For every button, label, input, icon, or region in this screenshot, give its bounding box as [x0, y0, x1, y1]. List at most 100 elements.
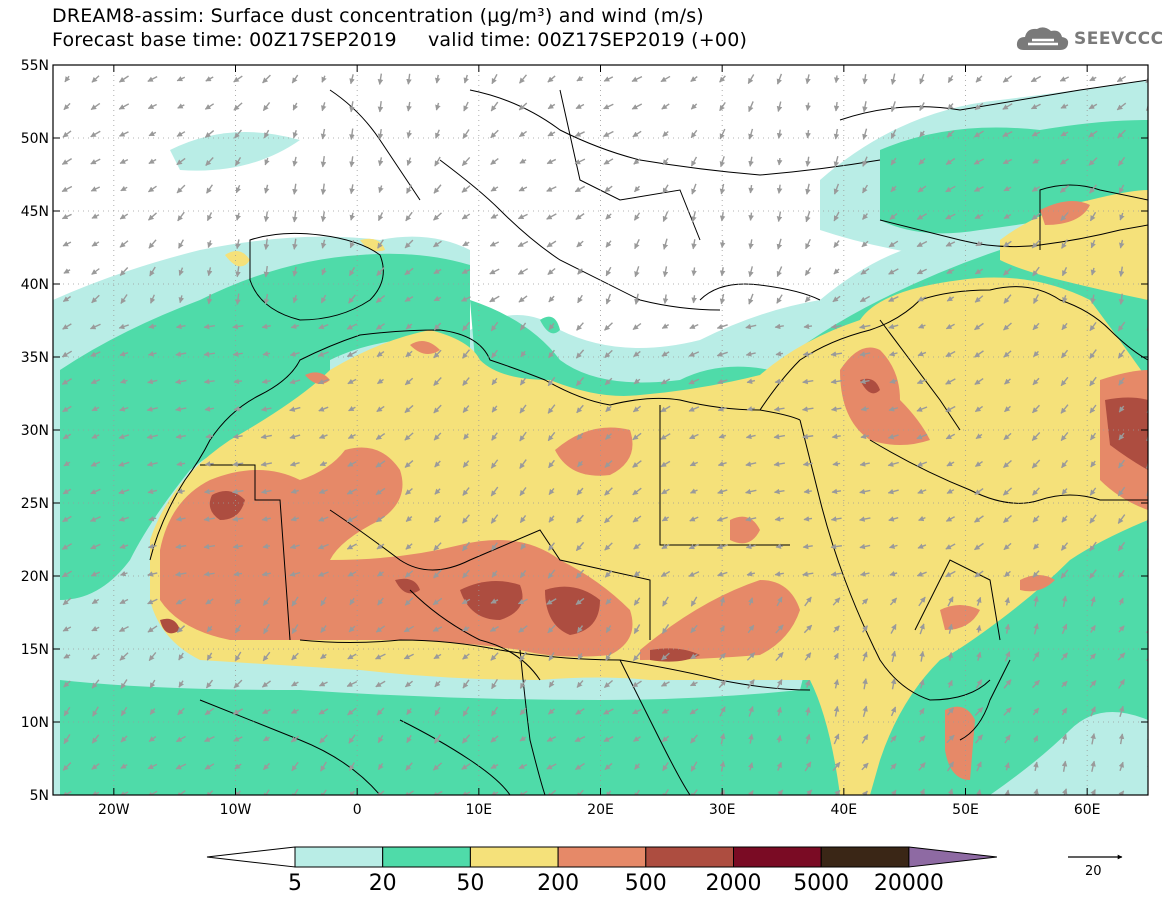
wind-arrow: [375, 295, 386, 303]
wind-arrow: [1060, 404, 1069, 414]
wind-arrow: [974, 734, 984, 744]
wind-arrow: [547, 404, 556, 414]
wind-arrow: [576, 432, 584, 441]
wind-arrow: [661, 652, 670, 661]
wind-arrow: [62, 488, 72, 495]
wind-arrow: [404, 570, 414, 578]
wind-arrow: [519, 707, 527, 716]
wind-arrow: [1061, 760, 1068, 772]
wind-arrow: [1090, 267, 1097, 276]
wind-arrow: [262, 543, 271, 549]
wind-arrow: [775, 651, 784, 662]
wind-arrow: [660, 378, 671, 385]
wind-arrow: [321, 75, 327, 83]
wind-arrow: [605, 266, 612, 277]
wind-arrow: [90, 543, 101, 550]
wind-arrow: [489, 626, 499, 632]
wind-arrow: [833, 705, 840, 717]
colorbar-label-2: 50: [456, 871, 484, 896]
wind-arrow: [1145, 77, 1148, 84]
wind-arrow: [404, 267, 414, 276]
wind-arrow: [946, 295, 955, 302]
wind-arrow: [461, 268, 471, 274]
wind-arrow: [859, 461, 870, 467]
wind-arrow: [205, 433, 214, 440]
wind-arrow: [433, 212, 442, 221]
wind-arrow: [605, 652, 612, 662]
wind-arrow: [631, 75, 643, 83]
wind-arrow: [1033, 623, 1039, 635]
wind-arrow: [432, 597, 443, 606]
wind-arrow: [862, 213, 868, 220]
wind-arrow: [1061, 652, 1068, 661]
wind-arrow: [1031, 239, 1041, 249]
wind-arrow: [206, 652, 213, 661]
wind-arrow: [205, 157, 214, 166]
wind-arrow: [577, 294, 583, 304]
lat-label-2: 45N: [21, 204, 49, 220]
wind-arrow: [804, 761, 812, 772]
wind-arrow: [262, 350, 271, 357]
wind-arrow: [263, 265, 270, 278]
wind-arrow: [1060, 211, 1069, 222]
wind-arrow: [404, 680, 414, 688]
wind-arrow: [90, 158, 101, 165]
wind-arrow: [574, 185, 586, 193]
wind-arrow: [235, 184, 241, 194]
wind-arrow: [577, 653, 584, 661]
wind-arrow: [1061, 733, 1068, 744]
wind-arrow: [776, 73, 783, 85]
wind-arrow: [1031, 186, 1041, 192]
wind-arrow: [691, 267, 697, 277]
wind-arrow: [178, 239, 184, 249]
wind-arrow: [346, 543, 357, 550]
wind-arrow: [1003, 322, 1012, 331]
wind-arrow: [718, 433, 727, 439]
wind-arrow: [916, 213, 927, 220]
wind-arrow: [262, 102, 271, 112]
wind-arrow: [118, 323, 129, 330]
wind-arrow: [463, 433, 470, 440]
wind-arrow: [691, 239, 697, 250]
wind-arrow: [349, 74, 355, 85]
wind-arrow: [178, 267, 184, 276]
wind-arrow: [490, 101, 499, 112]
wind-arrow: [462, 514, 470, 524]
wind-arrow: [661, 488, 670, 495]
wind-arrow: [633, 350, 641, 358]
wind-arrow: [775, 624, 784, 634]
wind-arrow: [803, 323, 813, 330]
wind-arrow: [862, 651, 868, 662]
wind-arrow: [403, 653, 414, 660]
wind-arrow: [547, 75, 556, 83]
wind-arrow: [377, 239, 384, 249]
wind-arrow: [348, 734, 356, 744]
wind-vectors: [61, 73, 1148, 795]
wind-arrow: [289, 571, 301, 577]
wind-arrow: [890, 735, 897, 743]
wind-arrow: [1002, 75, 1013, 83]
wind-arrow: [1117, 652, 1126, 661]
wind-arrow: [746, 406, 755, 412]
wind-arrow: [748, 212, 754, 221]
wind-arrow: [1089, 211, 1097, 222]
wind-arrow: [320, 183, 327, 195]
wind-arrow: [235, 212, 242, 221]
wind-arrow: [634, 266, 640, 278]
wind-arrow: [204, 130, 215, 138]
wind-arrow: [548, 542, 555, 551]
wind-arrow: [575, 708, 585, 715]
colorbar-segment-7: [820, 846, 910, 868]
wind-arrow: [62, 241, 72, 247]
wind-arrow: [889, 213, 898, 220]
wind-arrow: [917, 351, 927, 357]
wind-arrow: [434, 460, 441, 468]
wind-arrow: [377, 570, 384, 577]
wind-arrow: [975, 75, 983, 83]
wind-arrow: [434, 734, 441, 744]
wind-arrow: [716, 323, 728, 330]
wind-arrow: [203, 378, 215, 385]
wind-arrow: [317, 543, 329, 550]
wind-arrow: [232, 543, 243, 550]
wind-arrow: [375, 460, 386, 468]
